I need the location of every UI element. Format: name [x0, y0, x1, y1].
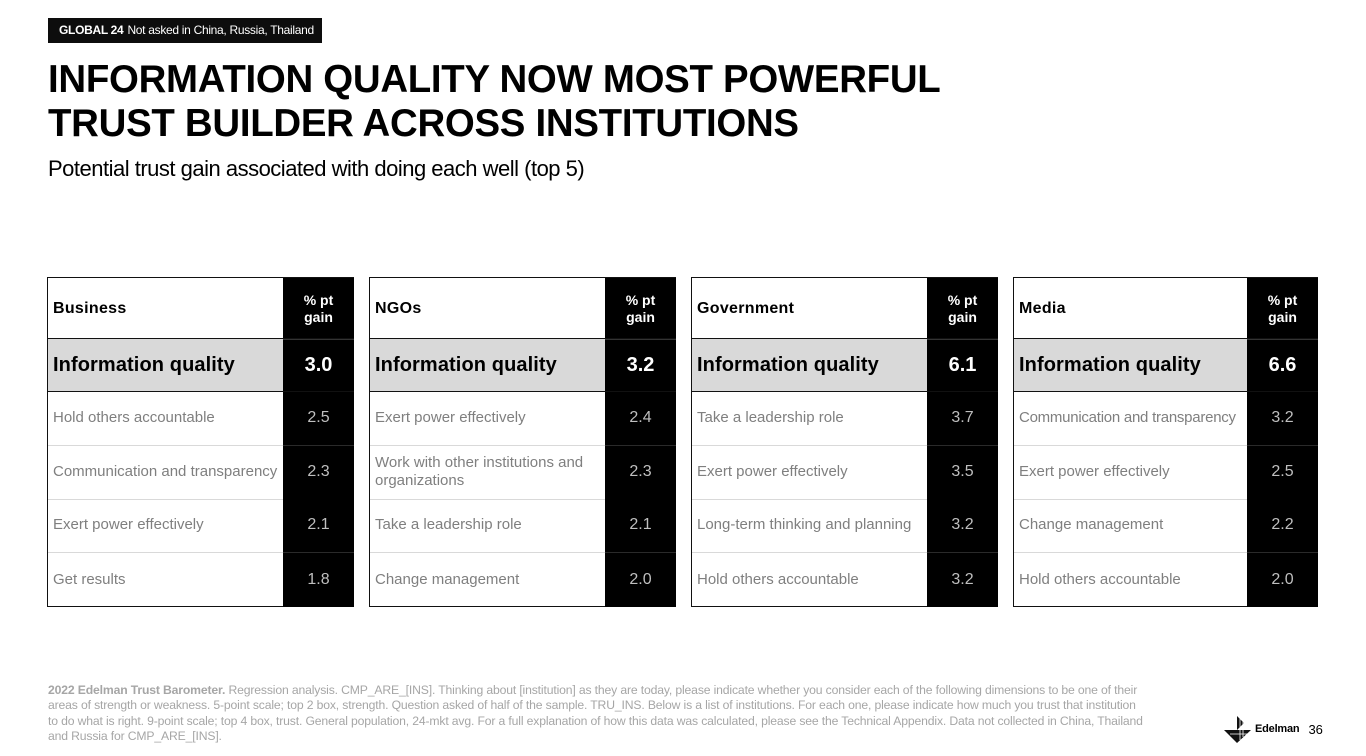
- row-label: Take a leadership role: [370, 499, 605, 553]
- table-header: NGOs % pt gain: [370, 278, 676, 339]
- table-media: Media % pt gain Information quality 6.6 …: [1013, 277, 1318, 607]
- table-row: Take a leadership role 3.7: [692, 392, 998, 446]
- value-header-line-2: gain: [304, 309, 333, 325]
- value-header-line-2: gain: [948, 309, 977, 325]
- brand-name: Edelman: [1255, 723, 1300, 735]
- row-value: 6.1: [927, 339, 998, 391]
- value-header-line-1: % pt: [303, 292, 334, 308]
- row-value: 2.1: [605, 499, 676, 553]
- footnote-text: Regression analysis. CMP_ARE_[INS]. Thin…: [48, 683, 1143, 743]
- row-label: Change management: [1014, 499, 1247, 553]
- table-row: Change management 2.2: [1014, 499, 1318, 553]
- row-label: Information quality: [692, 339, 927, 391]
- page-number: 36: [1308, 721, 1323, 737]
- row-value: 3.2: [927, 499, 998, 553]
- value-column-header: % pt gain: [1247, 278, 1318, 338]
- page-subtitle: Potential trust gain associated with doi…: [48, 156, 585, 181]
- row-label: Long-term thinking and planning: [692, 499, 927, 553]
- row-value: 3.0: [283, 339, 354, 391]
- row-label: Work with other institutions and organiz…: [370, 446, 605, 500]
- row-label: Change management: [375, 570, 520, 588]
- institution-name: Media: [1019, 300, 1066, 317]
- brand-footer: Edelman 36: [1222, 714, 1323, 744]
- value-header-line-2: gain: [1268, 309, 1297, 325]
- table-ngos: NGOs % pt gain Information quality 3.2 E…: [369, 277, 676, 607]
- row-value: 2.2: [1247, 499, 1318, 553]
- row-label: Get results: [53, 570, 126, 588]
- value-header-line-2: gain: [626, 309, 655, 325]
- row-value: 3.5: [927, 446, 998, 500]
- table-row: Hold others accountable 2.5: [48, 392, 354, 446]
- row-label: Exert power effectively: [1014, 446, 1247, 500]
- scope-tag-text: Not asked in China, Russia, Thailand: [127, 23, 314, 37]
- scope-tag-strong: GLOBAL 24: [59, 23, 124, 37]
- table-row: Exert power effectively 3.5: [692, 446, 998, 500]
- source-footnote: 2022 Edelman Trust Barometer. Regression…: [48, 683, 1148, 744]
- row-value: 3.7: [927, 392, 998, 446]
- table-row: Change management 2.0: [370, 553, 676, 607]
- footnote-source: 2022 Edelman Trust Barometer.: [48, 683, 226, 697]
- row-value: 3.2: [927, 553, 998, 607]
- institution-name: Government: [697, 300, 795, 317]
- table-row: Hold others accountable 3.2: [692, 553, 998, 607]
- edelman-logo-icon: [1224, 716, 1251, 743]
- row-label: Information quality: [48, 339, 283, 391]
- table-row: Exert power effectively 2.1: [48, 499, 354, 553]
- row-label: Exert power effectively: [370, 392, 605, 446]
- value-header-line-1: % pt: [1267, 292, 1298, 308]
- scope-tag: GLOBAL 24 Not asked in China, Russia, Tha…: [48, 18, 322, 43]
- row-value: 3.2: [605, 339, 676, 391]
- row-label: Information quality: [1014, 339, 1247, 391]
- value-column-header: % pt gain: [283, 278, 354, 338]
- row-value: 3.2: [1247, 392, 1318, 446]
- table-row: Exert power effectively 2.4: [370, 392, 676, 446]
- table-business: Business % pt gain Information quality 3…: [47, 277, 354, 607]
- table-header: Business % pt gain: [48, 278, 354, 339]
- table-government: Government % pt gain Information quality…: [691, 277, 998, 607]
- institution-tables: Business % pt gain Information quality 3…: [0, 277, 1366, 608]
- table-row: Exert power effectively 2.5: [1014, 446, 1318, 500]
- row-value: 2.3: [283, 446, 354, 500]
- row-label: Communication and transparency: [48, 446, 283, 500]
- row-label: Take a leadership role: [692, 392, 927, 446]
- table-row-top: Information quality 6.1: [692, 339, 998, 392]
- row-value: 2.3: [605, 446, 676, 500]
- page-title: INFORMATION QUALITY NOW MOST POWERFUL TR…: [48, 58, 1033, 146]
- value-column-header: % pt gain: [927, 278, 998, 338]
- row-label: Exert power effectively: [48, 499, 283, 553]
- row-label: Communication and transparency: [1014, 392, 1247, 446]
- table-header: Media % pt gain: [1014, 278, 1318, 339]
- row-value: 2.5: [1247, 446, 1318, 500]
- table-row: Get results 1.8: [48, 553, 354, 607]
- table-row: Take a leadership role 2.1: [370, 499, 676, 553]
- row-value: 2.5: [283, 392, 354, 446]
- table-row: Long-term thinking and planning 3.2: [692, 499, 998, 553]
- value-column-header: % pt gain: [605, 278, 676, 338]
- value-header-line-1: % pt: [625, 292, 656, 308]
- row-label: Hold others accountable: [48, 392, 283, 446]
- table-row-top: Information quality 6.6: [1014, 339, 1318, 392]
- table-header: Government % pt gain: [692, 278, 998, 339]
- title-line-1: INFORMATION QUALITY NOW MOST POWERFUL: [48, 58, 941, 101]
- institution-name: NGOs: [375, 300, 422, 317]
- row-label: Hold others accountable: [697, 570, 859, 588]
- table-row-top: Information quality 3.2: [370, 339, 676, 392]
- row-value: 6.6: [1247, 339, 1318, 391]
- row-value: 2.0: [605, 553, 676, 607]
- title-line-2: TRUST BUILDER ACROSS INSTITUTIONS: [48, 102, 799, 145]
- table-row: Work with other institutions and organiz…: [370, 446, 676, 500]
- row-label: Information quality: [370, 339, 605, 391]
- row-value: 2.4: [605, 392, 676, 446]
- table-row: Communication and transparency 2.3: [48, 446, 354, 500]
- row-label: Hold others accountable: [1019, 570, 1181, 588]
- row-value: 2.0: [1247, 553, 1318, 607]
- row-label: Exert power effectively: [692, 446, 927, 500]
- row-value: 1.8: [283, 553, 354, 607]
- value-header-line-1: % pt: [947, 292, 978, 308]
- institution-name: Business: [53, 300, 127, 317]
- table-row-top: Information quality 3.0: [48, 339, 354, 392]
- table-row: Hold others accountable 2.0: [1014, 553, 1318, 607]
- row-value: 2.1: [283, 499, 354, 553]
- table-row: Communication and transparency 3.2: [1014, 392, 1318, 446]
